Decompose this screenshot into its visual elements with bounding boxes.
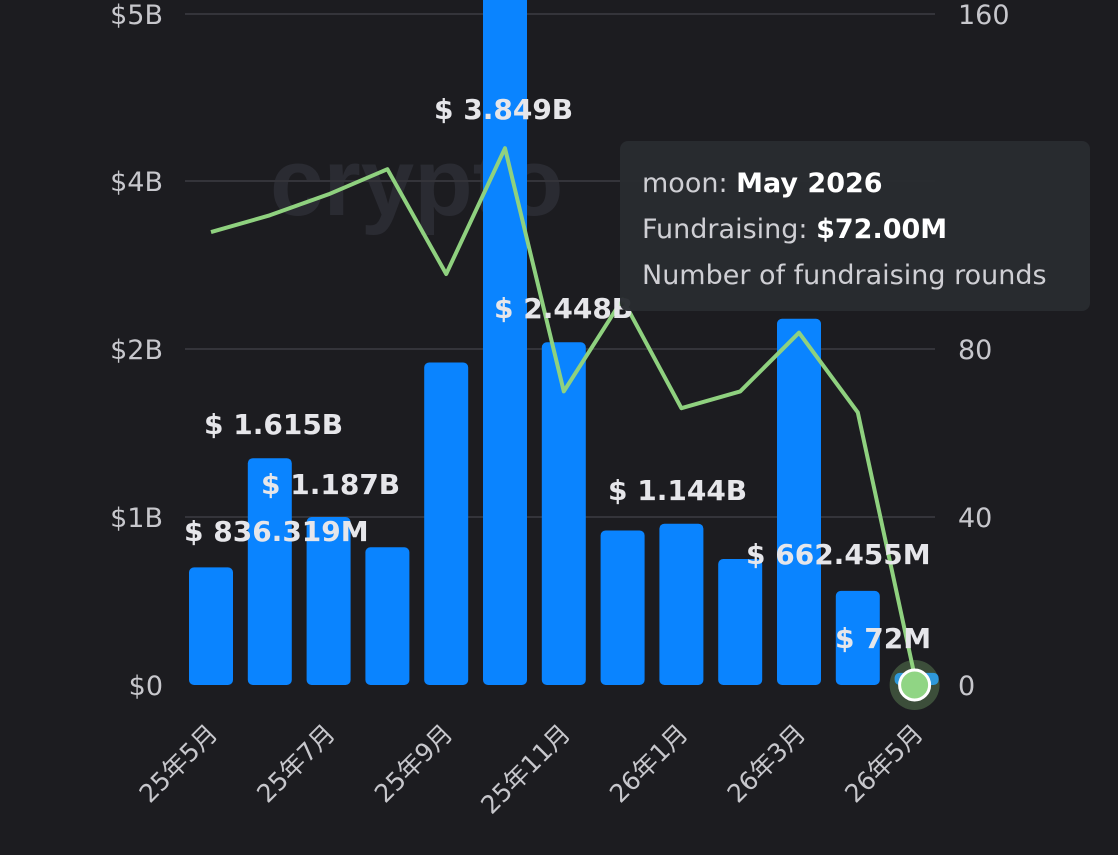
x-tick-label: 25年11月 [475, 719, 576, 820]
y-left-tick: $4B [110, 167, 163, 198]
bar[interactable] [659, 523, 704, 685]
y-left-tick: $5B [110, 0, 163, 31]
data-label: $ 3.849B [434, 93, 573, 126]
x-tick-label: 25年7月 [251, 719, 341, 809]
y-right-tick: 80 [958, 335, 992, 366]
bar[interactable] [718, 559, 763, 685]
y-left-tick: $0 [129, 671, 163, 702]
bar[interactable] [541, 342, 586, 685]
bar[interactable] [247, 458, 292, 685]
tooltip-key: Fundraising: [642, 214, 808, 245]
x-tick-label: 26年5月 [839, 719, 929, 809]
y-right-tick: 160 [958, 0, 1010, 31]
data-label: $ 1.144B [608, 474, 747, 507]
tooltip-value: $72.00M [816, 214, 948, 245]
bar[interactable] [777, 318, 821, 685]
active-point[interactable] [898, 668, 932, 702]
tooltip-value: May 2026 [736, 168, 883, 199]
data-label: $ 1.615B [204, 408, 343, 441]
chart-tooltip: moon: May 2026 Fundraising: $72.00M Numb… [620, 141, 1090, 311]
tooltip-line-3: Number of fundraising rounds [642, 260, 1047, 291]
x-tick-label: 25年9月 [369, 719, 459, 809]
x-tick-label: 26年1月 [604, 719, 694, 809]
rounds-line [210, 146, 919, 686]
y-right-tick: 40 [958, 503, 992, 534]
bar[interactable] [189, 567, 233, 685]
tooltip-line-1: moon: May 2026 [642, 161, 1090, 207]
data-label: $ 1.187B [261, 468, 400, 501]
tooltip-line-2: Fundraising: $72.00M [642, 207, 1090, 253]
data-label: $ 662.455M [746, 538, 931, 571]
y-left-tick: $1B [110, 503, 163, 534]
data-label: $ 2.448B [494, 292, 633, 325]
bar[interactable] [365, 547, 410, 685]
tooltip-key: moon: [642, 168, 728, 199]
bar[interactable] [835, 590, 880, 685]
data-label: $ 72M [835, 622, 931, 655]
bar[interactable] [306, 517, 351, 685]
data-label: $ 836.319M [184, 515, 369, 548]
bar[interactable] [424, 362, 469, 685]
y-right-tick: 0 [958, 671, 975, 702]
y-left-tick: $2B [110, 335, 163, 366]
bar[interactable] [600, 530, 645, 685]
x-tick-label: 26年3月 [722, 719, 812, 809]
x-tick-label: 25年5月 [134, 719, 224, 809]
